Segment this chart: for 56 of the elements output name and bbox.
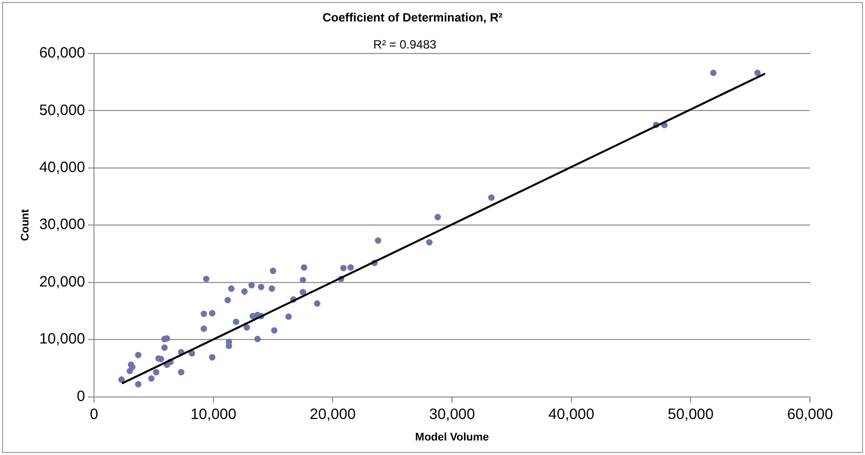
point — [488, 194, 495, 201]
x-tick-label: 0 — [90, 406, 98, 423]
point — [200, 325, 208, 332]
point — [254, 336, 261, 342]
point — [374, 237, 382, 244]
point — [232, 318, 240, 326]
point — [209, 354, 216, 361]
y-tick-label: 0 — [76, 388, 86, 405]
point — [300, 276, 306, 284]
point — [224, 296, 231, 304]
point — [754, 70, 761, 76]
point — [226, 342, 232, 350]
point — [228, 285, 234, 292]
point — [314, 300, 320, 307]
x-tick-label: 10,000 — [190, 406, 236, 423]
chart-title: Coefficient of Determination, R² — [322, 10, 503, 25]
point — [152, 368, 160, 376]
y-tick-label: 60,000 — [39, 44, 86, 62]
x-tick-label: 40,000 — [548, 406, 594, 423]
point — [426, 239, 433, 246]
point — [209, 310, 216, 316]
point — [135, 352, 142, 358]
point — [118, 376, 125, 383]
x-tick-label: 60,000 — [787, 406, 833, 423]
point — [270, 268, 276, 274]
point — [434, 214, 441, 220]
point — [271, 327, 278, 334]
point — [161, 344, 168, 351]
y-tick-label: 10,000 — [39, 330, 86, 348]
point — [203, 276, 210, 282]
point — [285, 313, 292, 320]
point — [248, 282, 255, 288]
y-axis-title: Count — [20, 208, 32, 241]
x-tick-label: 50,000 — [668, 406, 714, 423]
point — [178, 368, 184, 376]
point — [300, 288, 306, 296]
point — [710, 70, 717, 76]
point — [244, 324, 250, 331]
y-tick-label: 30,000 — [39, 216, 86, 234]
point — [268, 285, 276, 292]
x-axis-title: Model Volume — [415, 431, 489, 444]
point — [135, 381, 142, 388]
point — [347, 264, 354, 271]
point — [148, 375, 155, 382]
y-tick-label: 40,000 — [39, 159, 86, 176]
point — [129, 364, 136, 370]
y-tick-label: 50,000 — [39, 102, 86, 119]
point — [340, 264, 347, 272]
y-tick-label: 20,000 — [39, 273, 86, 290]
text: R² = 0.9483 — [373, 38, 437, 52]
x-tick-label: 20,000 — [310, 406, 356, 423]
point — [300, 264, 308, 271]
point — [258, 284, 264, 290]
x-tick-label: 30,000 — [429, 406, 475, 423]
point — [200, 310, 208, 318]
point — [241, 288, 248, 295]
